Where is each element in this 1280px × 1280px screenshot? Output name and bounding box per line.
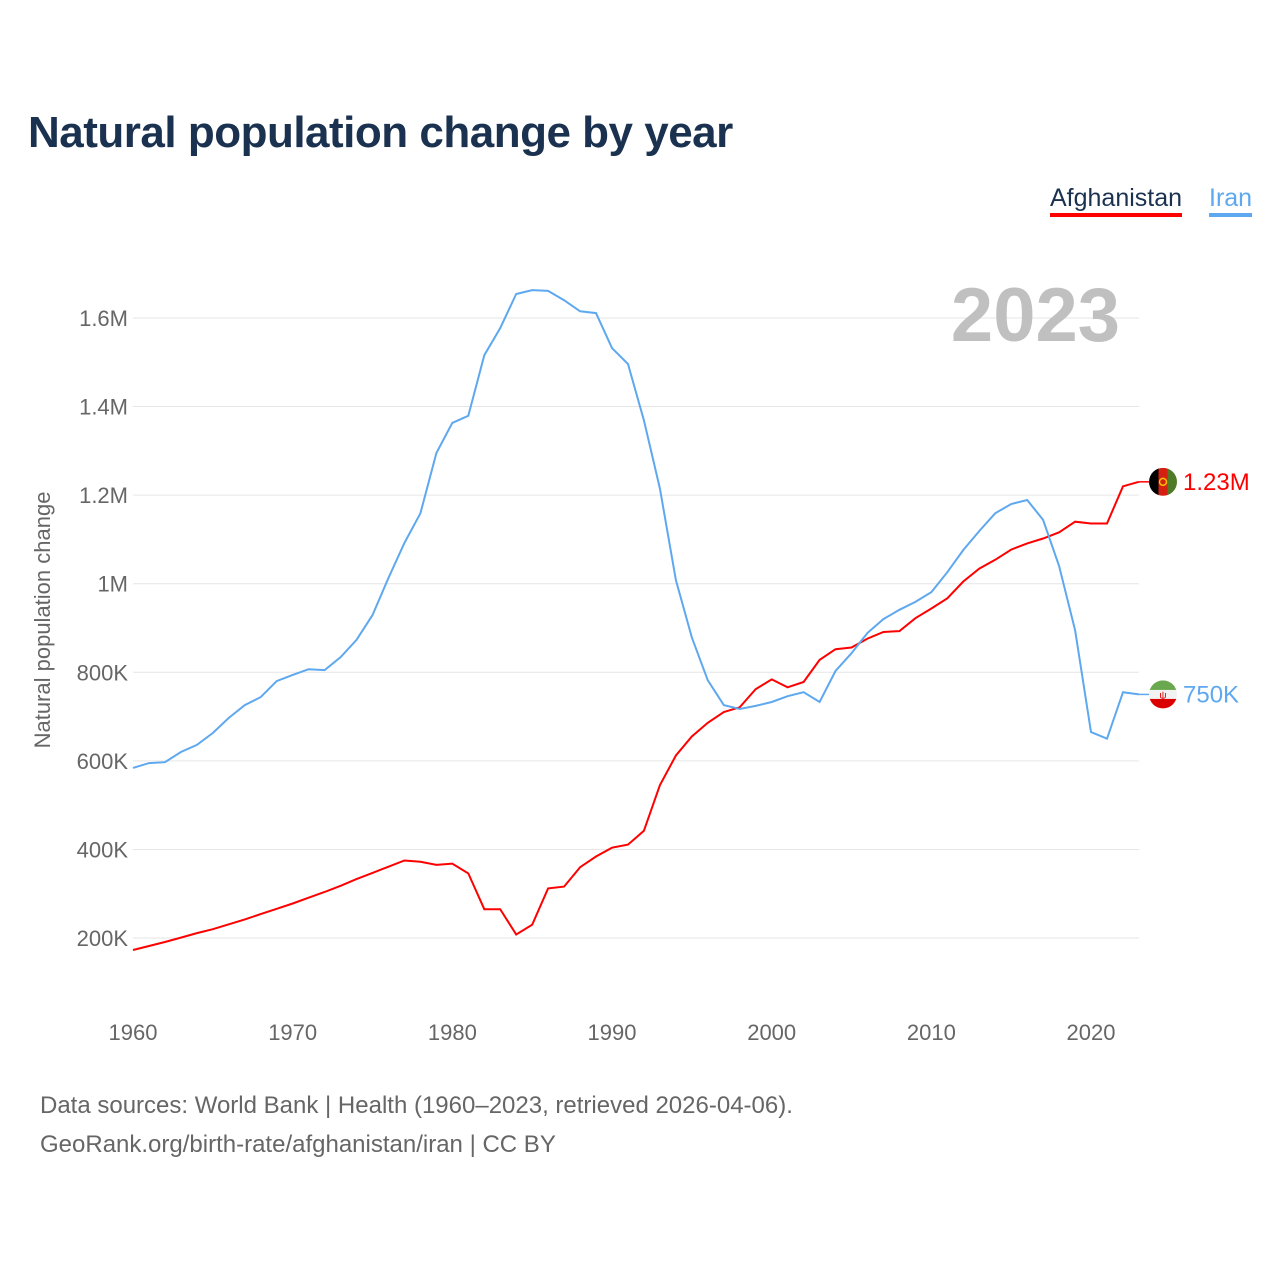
end-value-label: 750K: [1183, 681, 1239, 708]
y-tick-label: 800K: [77, 660, 129, 685]
source-text: Data sources: World Bank | Health (1960–…: [40, 1092, 793, 1119]
chart-title: Natural population change by year: [28, 108, 733, 157]
x-tick-label: 2000: [747, 1020, 796, 1045]
footer: Data sources: World Bank | Health (1960–…: [40, 1086, 793, 1164]
y-tick-label: 1.6M: [79, 306, 128, 331]
x-tick-label: 2020: [1067, 1020, 1116, 1045]
series-line-afghanistan[interactable]: [132, 480, 1140, 951]
y-tick-label: 200K: [77, 926, 129, 951]
x-tick-label: 1980: [428, 1020, 477, 1045]
afghanistan-flag-icon: [1149, 467, 1177, 496]
x-tick-label: 1990: [588, 1020, 637, 1045]
legend-iran[interactable]: Iran: [1209, 184, 1253, 217]
y-tick-label: 600K: [77, 749, 129, 774]
attribution-link[interactable]: GeoRank.org/birth-rate/afghanistan/iran …: [40, 1131, 556, 1158]
y-tick-label: 400K: [77, 837, 129, 862]
year-label: 2023: [950, 273, 1120, 358]
x-tick-label: 2010: [907, 1020, 956, 1045]
legend-afghanistan[interactable]: Afghanistan: [1050, 184, 1183, 217]
x-tick-label: 1960: [109, 1020, 158, 1045]
iran-flag-icon: ψ: [1149, 680, 1177, 709]
y-tick-label: 1.2M: [79, 483, 128, 508]
svg-text:ψ: ψ: [1159, 690, 1166, 701]
end-value-label: 1.23M: [1183, 469, 1250, 496]
x-tick-label: 1970: [268, 1020, 317, 1045]
y-tick-label: 1.4M: [79, 395, 128, 420]
series-line-iran[interactable]: [132, 289, 1140, 769]
y-tick-label: 1M: [97, 572, 128, 597]
y-axis-label: Natural population change: [30, 492, 55, 749]
